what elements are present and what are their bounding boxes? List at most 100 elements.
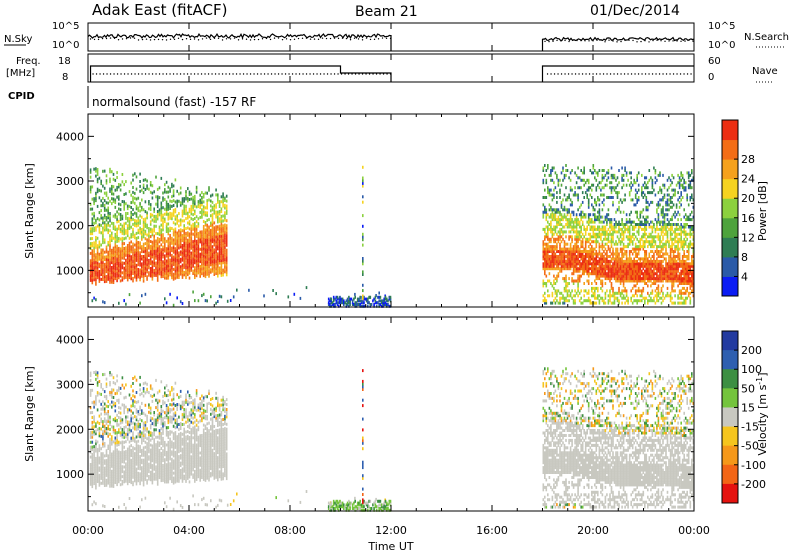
power-cell (224, 223, 226, 227)
power-cell (594, 259, 596, 263)
power-cell (594, 267, 596, 271)
power-cell (630, 198, 632, 202)
power-cell (188, 254, 191, 258)
power-cell (224, 216, 226, 220)
power-cell (174, 249, 177, 253)
power-cell (675, 272, 678, 276)
power-cell (618, 200, 620, 204)
power-cell (155, 246, 157, 250)
power-cell (109, 180, 111, 184)
power-cell (160, 243, 163, 247)
power-cell (598, 186, 601, 190)
power-cell (624, 296, 626, 300)
power-cell (597, 183, 599, 187)
power-cell (141, 215, 143, 219)
power-cell (330, 301, 332, 305)
power-cell (621, 296, 623, 300)
power-cell (179, 272, 182, 276)
power-cell (604, 230, 607, 234)
power-cell (149, 208, 152, 211)
power-cell (674, 262, 676, 266)
power-cell (644, 262, 646, 266)
power-cell (571, 296, 573, 300)
power-cell (185, 266, 187, 270)
power-cell (123, 222, 125, 226)
power-cell (89, 261, 92, 265)
power-cell (119, 274, 122, 278)
power-cell (645, 264, 648, 268)
power-cell (162, 228, 164, 232)
power-cell (672, 257, 675, 261)
power-cell (580, 218, 582, 222)
power-cell (566, 252, 569, 256)
power-cell (220, 239, 223, 243)
power-cell (126, 261, 129, 265)
power-cell (89, 227, 92, 231)
power-cell (111, 202, 113, 206)
power-cell (633, 181, 635, 185)
power-cell (674, 245, 676, 249)
power-cell (362, 224, 364, 228)
power-cell (637, 171, 640, 175)
power-cell (624, 252, 626, 256)
power-cell (559, 220, 561, 224)
power-cell (183, 197, 185, 201)
power-cell (639, 223, 642, 226)
power-cell (597, 171, 599, 175)
power-cell (156, 261, 159, 265)
power-cell (215, 264, 217, 268)
power-cell (135, 273, 138, 277)
power-cell (210, 246, 212, 250)
power-cell (137, 236, 140, 240)
power-cell (618, 257, 620, 261)
power-cell (553, 196, 555, 199)
power-cell (206, 248, 208, 252)
power-cell (566, 259, 569, 263)
power-cell (545, 255, 548, 258)
power-cell (601, 255, 604, 258)
nsearch-dot (676, 40, 678, 42)
power-cell (656, 262, 658, 266)
power-cell (363, 304, 365, 308)
power-cell (574, 262, 576, 266)
power-cell (158, 230, 161, 234)
power-cell (202, 266, 205, 270)
power-cell (645, 205, 648, 209)
power-cell (636, 230, 638, 234)
power-cell (171, 241, 173, 245)
power-cell (132, 247, 134, 251)
power-cell (581, 257, 584, 261)
power-cell (663, 215, 666, 219)
power-cell (135, 214, 138, 218)
power-cell (610, 237, 613, 241)
power-cell (93, 275, 95, 279)
power-cell (211, 232, 214, 236)
power-cell (591, 267, 593, 271)
power-cell (680, 279, 682, 283)
power-cell (641, 245, 643, 249)
power-cell (560, 203, 563, 207)
power-cell (615, 252, 617, 256)
power-cell (671, 240, 673, 244)
power-cell (674, 257, 676, 261)
power-cell (156, 241, 159, 245)
power-cell (644, 220, 646, 224)
power-cell (554, 257, 557, 261)
power-cell (636, 267, 638, 271)
power-cell (548, 223, 551, 226)
power-cell (98, 274, 101, 278)
power-cell (199, 206, 201, 209)
power-cell (616, 255, 619, 258)
nsearch-dot (628, 39, 630, 41)
power-cell (594, 213, 596, 217)
power-cell (165, 230, 168, 233)
power-cell (672, 262, 675, 266)
power-cell (204, 272, 207, 276)
power-cell (645, 250, 648, 253)
power-cell (624, 169, 626, 172)
power-cell (603, 227, 605, 231)
power-cell (574, 245, 576, 249)
power-cell (142, 235, 145, 239)
nave-dot (176, 73, 178, 75)
power-cell (146, 226, 148, 230)
